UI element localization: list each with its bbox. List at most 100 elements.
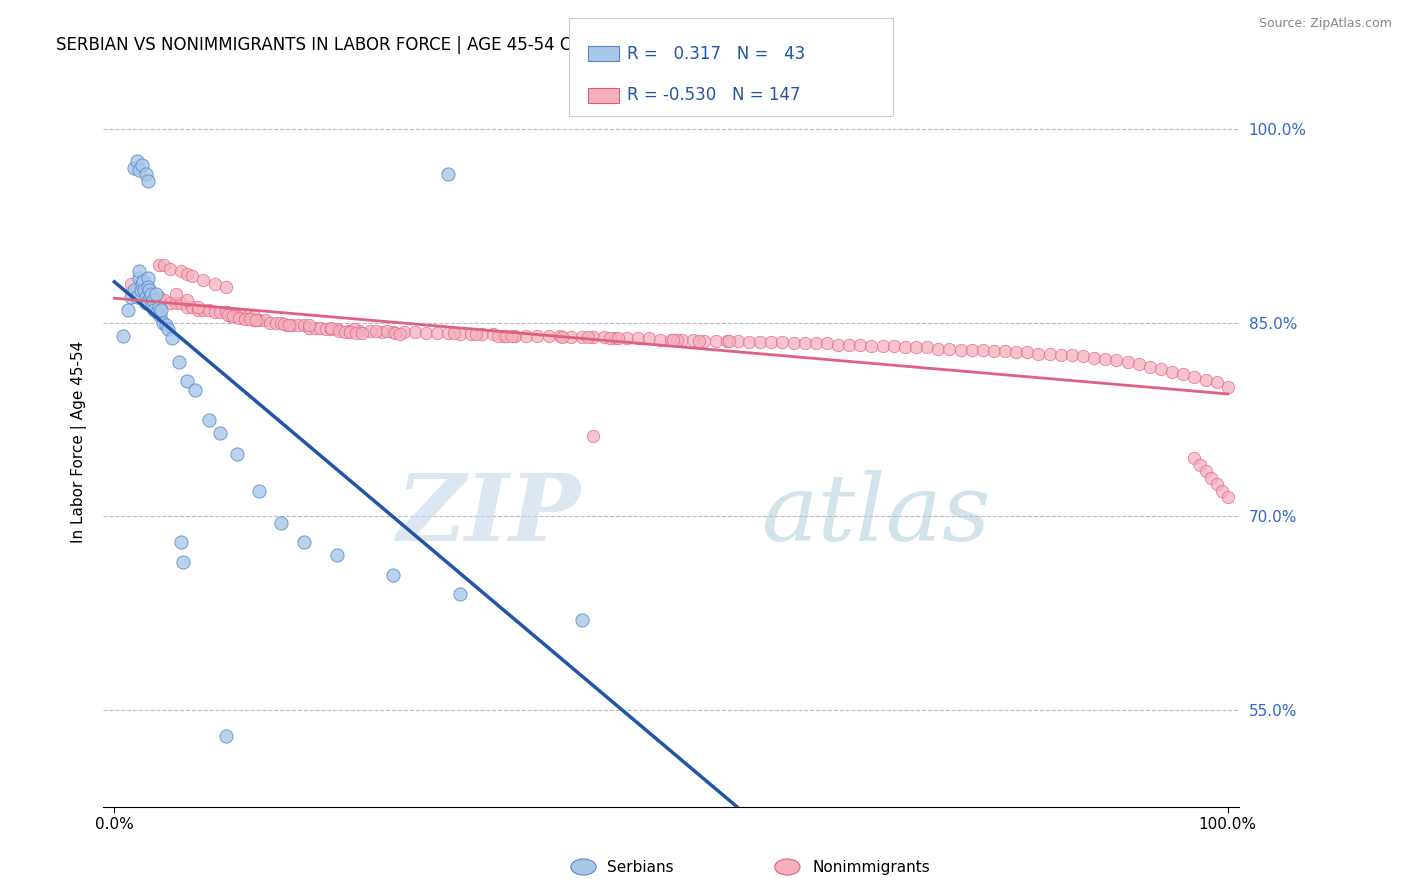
- Point: [827, 337, 849, 351]
- Point: [309, 321, 332, 335]
- Point: [1194, 373, 1216, 387]
- Point: [135, 296, 157, 310]
- Point: [128, 163, 150, 178]
- Point: [156, 322, 179, 336]
- Point: [165, 287, 187, 301]
- Point: [120, 290, 142, 304]
- Point: [176, 300, 198, 314]
- Point: [124, 161, 146, 175]
- Point: [159, 296, 181, 310]
- Text: R =   0.317   N =   43: R = 0.317 N = 43: [627, 45, 806, 62]
- Point: [187, 302, 209, 317]
- Point: [443, 326, 465, 340]
- Point: [960, 343, 983, 357]
- Point: [1139, 359, 1161, 374]
- Point: [665, 333, 688, 347]
- Point: [704, 334, 727, 348]
- Point: [560, 330, 582, 344]
- Text: ZIP: ZIP: [396, 470, 581, 560]
- Point: [495, 328, 517, 343]
- Point: [139, 290, 162, 304]
- Point: [738, 335, 761, 350]
- Point: [128, 264, 150, 278]
- Point: [437, 167, 460, 181]
- Point: [155, 318, 177, 333]
- Point: [148, 258, 170, 272]
- Point: [131, 277, 153, 291]
- Point: [717, 334, 740, 348]
- Point: [125, 290, 148, 304]
- Point: [149, 310, 172, 324]
- Point: [136, 270, 159, 285]
- Point: [605, 331, 627, 345]
- Point: [515, 328, 537, 343]
- Point: [204, 305, 226, 319]
- Point: [1161, 365, 1184, 379]
- Point: [384, 326, 406, 340]
- Point: [815, 336, 838, 351]
- Point: [548, 328, 571, 343]
- Point: [359, 324, 381, 338]
- Point: [1049, 348, 1071, 362]
- Point: [1060, 348, 1083, 362]
- Point: [326, 322, 349, 336]
- Point: [242, 310, 264, 324]
- Point: [326, 548, 349, 562]
- Point: [138, 284, 160, 298]
- Point: [198, 302, 221, 317]
- Point: [222, 310, 245, 324]
- Point: [124, 284, 146, 298]
- Point: [1083, 351, 1105, 365]
- Point: [215, 729, 238, 743]
- Point: [176, 267, 198, 281]
- Point: [183, 383, 205, 397]
- Point: [627, 331, 650, 345]
- Point: [328, 324, 350, 338]
- Point: [245, 313, 267, 327]
- Text: R = -0.530   N = 147: R = -0.530 N = 147: [627, 87, 800, 104]
- Point: [172, 555, 194, 569]
- Point: [315, 322, 337, 336]
- Point: [782, 336, 804, 351]
- Point: [236, 310, 259, 324]
- Point: [571, 613, 593, 627]
- Point: [1211, 483, 1233, 498]
- Point: [648, 333, 671, 347]
- Text: SERBIAN VS NONIMMIGRANTS IN LABOR FORCE | AGE 45-54 CORRELATION CHART: SERBIAN VS NONIMMIGRANTS IN LABOR FORCE …: [56, 36, 740, 54]
- Point: [381, 325, 404, 339]
- Point: [488, 328, 510, 343]
- Point: [287, 318, 309, 333]
- Point: [381, 567, 404, 582]
- Point: [142, 290, 165, 304]
- Point: [134, 284, 156, 298]
- Point: [215, 279, 238, 293]
- Point: [582, 429, 605, 443]
- Point: [364, 324, 387, 338]
- Point: [292, 535, 315, 549]
- Point: [1105, 353, 1128, 368]
- Point: [1039, 347, 1062, 361]
- Point: [693, 334, 716, 348]
- Point: [616, 331, 638, 345]
- Point: [247, 483, 270, 498]
- Point: [209, 425, 232, 440]
- Point: [176, 374, 198, 388]
- Point: [333, 325, 356, 339]
- Point: [228, 310, 250, 325]
- Point: [465, 327, 488, 342]
- Point: [264, 316, 287, 330]
- Point: [582, 330, 605, 344]
- Point: [392, 325, 415, 339]
- Point: [872, 339, 894, 353]
- Point: [129, 284, 152, 298]
- Point: [181, 300, 204, 314]
- Point: [259, 316, 281, 330]
- Point: [162, 331, 184, 345]
- Point: [142, 293, 165, 307]
- Point: [193, 273, 215, 287]
- Point: [571, 330, 593, 344]
- Point: [983, 344, 1005, 359]
- Point: [576, 330, 599, 344]
- Point: [152, 316, 174, 330]
- Point: [204, 277, 226, 291]
